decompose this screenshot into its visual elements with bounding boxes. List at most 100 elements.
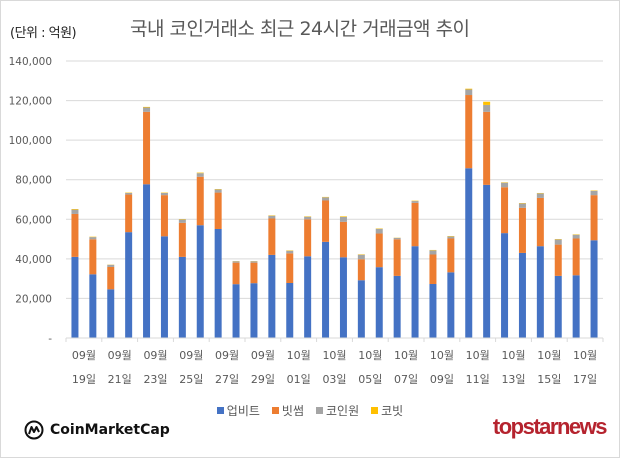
bar-segment-bithumb: [232, 262, 240, 285]
gridlines: [66, 60, 603, 299]
x-tick-label-month: 09월: [251, 349, 275, 362]
bar-segment-coinone: [286, 250, 294, 254]
x-tick-label-day: 19일: [72, 372, 96, 386]
bar-segment-coinone: [554, 239, 562, 245]
bar-segment-korbit: [143, 106, 151, 108]
x-axis: 09월 19일 09월 21일 09월 23일 09월 25일 09월 27일 09월 29일 10월 0…: [65, 337, 604, 386]
bar-segment-coinone: [357, 254, 365, 260]
x-tick-label-day: 23일: [143, 372, 167, 386]
x-tick-label-day: 17일: [573, 372, 597, 386]
bar-segment-upbit: [196, 225, 204, 338]
bar-segment-korbit: [465, 88, 473, 90]
bar-segment-upbit: [554, 275, 562, 338]
y-tick-label: 20,000: [15, 293, 52, 305]
bar-segment-coinone: [536, 193, 544, 198]
bar-segment-coinone: [196, 173, 204, 177]
bar-segment-coinone: [250, 261, 258, 263]
bar-segment-coinone: [268, 215, 276, 219]
bar-segment-coinone: [465, 89, 473, 96]
y-axis-ticks: - 20,000 40,000 60,000 80,000 100,000 120,000 1…: [9, 56, 53, 345]
bar-segment-upbit: [322, 241, 330, 338]
x-tick-label-day: 09일: [430, 372, 454, 386]
bar-segment-coinone: [143, 107, 151, 112]
bar-segment-bithumb: [250, 262, 258, 284]
bar-segment-coinone: [572, 234, 580, 239]
x-tick-label-day: 05일: [358, 372, 382, 386]
bar-segment-bithumb: [572, 238, 580, 276]
bars: [71, 88, 598, 338]
chart-title: 국내 코인거래소 최근 24시간 거래금액 추이: [130, 18, 470, 40]
x-tick-label-day: 15일: [537, 372, 561, 386]
bar-segment-upbit: [536, 246, 544, 338]
bar-segment-coinone: [501, 182, 509, 188]
bar-segment-upbit: [518, 252, 526, 338]
legend-item-korbit: 코빗: [371, 402, 403, 419]
bar-segment-upbit: [447, 272, 455, 338]
bar-segment-coinone: [447, 236, 455, 239]
bar-segment-bithumb: [214, 192, 222, 229]
bar-segment-upbit: [465, 168, 473, 338]
legend-label: 업비트: [226, 404, 260, 418]
legend-item-upbit: 업비트: [216, 402, 260, 419]
bar-segment-bithumb: [89, 239, 97, 275]
bar-segment-bithumb: [322, 200, 330, 242]
bar-segment-coinone: [322, 197, 330, 201]
bar-segment-coinone: [483, 104, 491, 112]
bar-segment-coinone: [71, 209, 79, 214]
y-tick-label: -: [48, 333, 52, 345]
x-tick-label-day: 03일: [322, 372, 346, 386]
bar-segment-coinone: [125, 192, 133, 195]
bar-segment-upbit: [286, 282, 294, 338]
y-tick-label: 60,000: [15, 214, 52, 226]
x-tick-label-month: 09월: [72, 349, 96, 362]
bar-segment-bithumb: [501, 187, 509, 234]
x-tick-label-month: 10월: [358, 349, 382, 362]
x-tick-label-month: 10월: [537, 349, 561, 362]
bar-segment-bithumb: [286, 253, 294, 283]
bar-segment-upbit: [393, 275, 401, 338]
legend-swatch-korbit: [371, 407, 379, 414]
bar-segment-bithumb: [447, 238, 455, 273]
bar-segment-bithumb: [160, 195, 168, 237]
bar-segment-korbit: [196, 172, 204, 174]
bar-segment-upbit: [411, 246, 419, 338]
coinmarketcap-text: CoinMarketCap: [50, 422, 170, 438]
bar-segment-upbit: [375, 267, 383, 338]
x-tick-label-month: 10월: [501, 349, 525, 362]
bar-segment-coinone: [160, 192, 168, 196]
bar-segment-coinone: [232, 261, 240, 263]
legend-label: 코빗: [381, 404, 404, 418]
x-tick-label-day: 13일: [501, 372, 525, 386]
bar-segment-bithumb: [465, 95, 473, 169]
bar-segment-korbit: [483, 101, 491, 105]
bar-segment-bithumb: [536, 197, 544, 247]
bar-segment-bithumb: [554, 244, 562, 276]
bar-segment-coinone: [375, 228, 383, 234]
bar-segment-bithumb: [125, 194, 133, 233]
legend-swatch-coinone: [316, 407, 323, 414]
x-tick-label-day: 25일: [179, 372, 203, 386]
bar-segment-bithumb: [357, 259, 365, 281]
bar-segment-bithumb: [268, 218, 276, 255]
legend-item-coinone: 코인원: [316, 402, 359, 419]
bar-segment-upbit: [107, 289, 115, 338]
x-tick-label-month: 10월: [394, 349, 418, 362]
x-tick-label-day: 21일: [108, 372, 132, 386]
bar-segment-bithumb: [107, 266, 115, 290]
bar-segment-bithumb: [304, 219, 312, 257]
bar-segment-upbit: [160, 236, 168, 338]
legend-label: 빗썸: [281, 404, 304, 418]
y-tick-label: 80,000: [15, 175, 52, 187]
legend-swatch-upbit: [216, 407, 224, 414]
y-tick-label: 40,000: [15, 254, 52, 266]
x-tick-label-day: 27일: [215, 372, 239, 386]
bar-segment-bithumb: [143, 111, 151, 185]
x-tick-label-month: 09월: [215, 349, 239, 362]
x-tick-label-month: 10월: [322, 349, 346, 362]
bar-segment-coinone: [518, 203, 526, 208]
topstarnews-logo: topstarnews: [492, 414, 608, 439]
chart-plot: - 20,000 40,000 60,000 80,000 100,000 120,000 1…: [9, 56, 604, 386]
x-tick-label-month: 10월: [466, 349, 490, 362]
bar-segment-coinone: [304, 216, 312, 220]
y-tick-label: 100,000: [9, 135, 52, 147]
